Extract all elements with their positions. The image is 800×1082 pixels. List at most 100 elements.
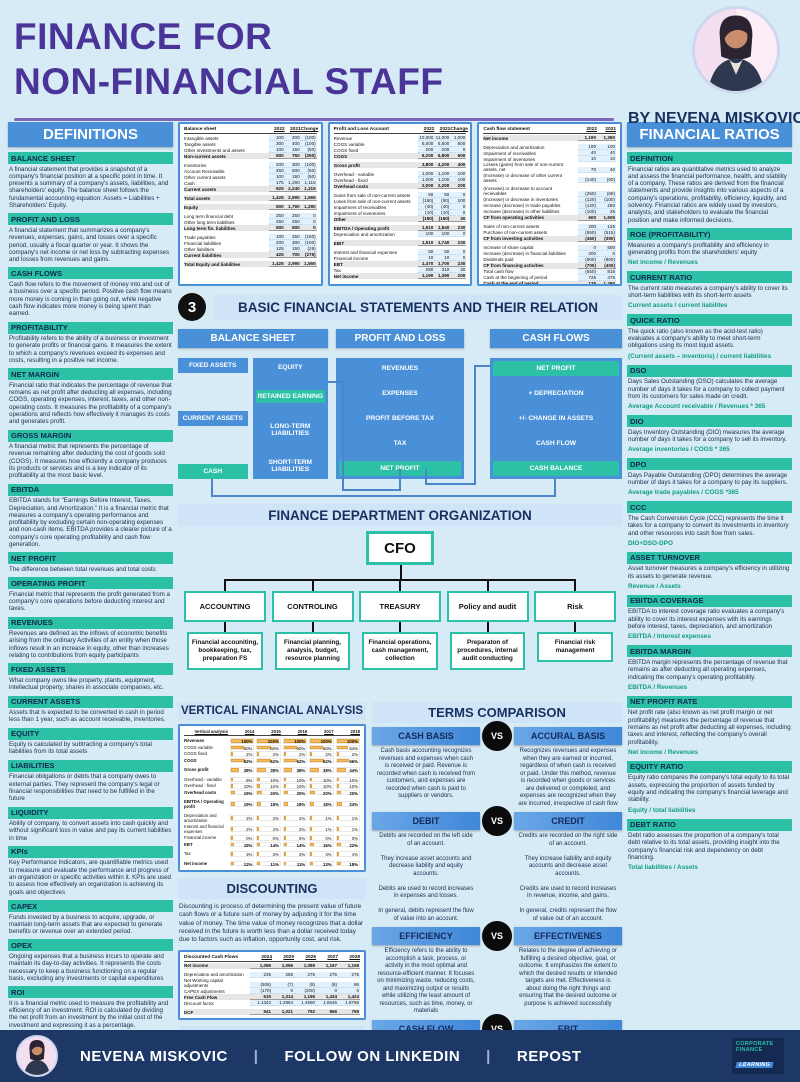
bottom-section: VERTICAL FINANCIAL ANALYSIS Vertical ana… — [178, 702, 622, 1030]
table-row: Cash 175 1,290 1,115 — [184, 180, 317, 186]
table-row: COGS variable 6,000 6,600 600 — [334, 141, 467, 147]
ratio-formula: Net income / Revenues — [628, 259, 698, 267]
va-data-bar — [231, 842, 235, 846]
cfo-box: CFO — [366, 531, 434, 565]
org-department: ACCOUNTING Financial accouniting, bookkee… — [184, 579, 266, 670]
vs-badge: VS — [482, 1013, 512, 1030]
follow-linkedin-link[interactable]: FOLLOW ON LINKEDIN — [284, 1047, 461, 1065]
ratio-text: Net profit rate (also known as net profi… — [628, 709, 791, 746]
va-data-bar — [257, 842, 261, 846]
va-cell: 100% — [282, 738, 308, 744]
connector-line — [342, 489, 400, 491]
page-title-line2: NON-FINANCIAL STAFF — [14, 61, 444, 103]
table-row: Revenue 10,000 11,000 1,000 — [334, 135, 467, 141]
org-connector — [400, 565, 402, 579]
row-value: 100 — [450, 198, 467, 204]
va-data-bar — [257, 852, 260, 856]
row-value: 1,565 — [300, 261, 317, 267]
va-cell: 100% — [230, 738, 255, 744]
va-row: Net income 12% 11% 11% 13% 18% — [184, 860, 360, 867]
row-value: 1,425 — [268, 195, 285, 201]
row-label: Current assets — [184, 186, 217, 192]
definition-text: A financial metric that represents the p… — [9, 443, 167, 480]
terms-pairs: CASH BASIS ACCURAL BASIS VS Cash basis acco… — [372, 721, 622, 1030]
definition-term: OPERATING PROFIT — [8, 577, 173, 590]
row-label: CF from investing activities — [483, 236, 544, 242]
ratio-item: DEBT RATIO Debt ratio assesses the propor… — [627, 818, 792, 875]
row-value: 275 — [294, 971, 316, 978]
row-value: 725 — [578, 274, 598, 281]
row-value: 400 — [450, 162, 467, 168]
row-label: CF from financing activities — [483, 263, 544, 269]
va-value: 4% — [351, 852, 358, 857]
row-value: 1,089 — [294, 962, 316, 969]
va-cell: 1% — [335, 815, 360, 821]
definition-item: OPEX Ongoing expenses that a business inc… — [8, 939, 173, 984]
org-connector — [486, 622, 489, 632]
va-value: 60% — [243, 745, 253, 751]
connector-line — [342, 381, 344, 491]
row-value: (515) — [597, 229, 617, 236]
va-value: 20% — [270, 790, 279, 796]
table-column-header: Change — [450, 127, 468, 132]
row-value: 235 — [250, 971, 272, 978]
va-row-label: Overhead - fixed — [184, 783, 216, 789]
ratio-term: CURRENT RATIO — [627, 271, 792, 284]
table-title: Profit and Loss Account — [333, 127, 389, 132]
definition-text: EBITDA stands for "Earnings Before Inter… — [9, 497, 172, 549]
row-value: 86 — [338, 981, 360, 988]
va-value: 2% — [298, 827, 306, 833]
term-left-text: Debits are recorded on the left side of … — [378, 833, 474, 922]
definition-term: NET MARGIN — [8, 368, 173, 381]
table-row: (Increase) or decrease to account receiv… — [483, 186, 617, 197]
va-cell: 16% — [309, 841, 334, 848]
definition-term: KPIs — [8, 845, 173, 858]
va-value: 0% — [246, 836, 253, 841]
definitions-panel: DEFINITIONS BALANCE SHEET A financial sta… — [8, 122, 173, 1030]
footer-portrait-icon — [18, 1037, 56, 1075]
va-cell: 38% — [309, 767, 334, 773]
row-value: 1.8768 — [338, 999, 360, 1006]
row-value: 750 — [284, 153, 301, 159]
ratio-item: DEFINITION Financial ratios are quantitat… — [627, 152, 792, 226]
va-value: 19% — [243, 802, 253, 808]
row-value: 280 — [418, 267, 435, 273]
ratio-formula: DIO+DSO-DPO — [628, 539, 673, 547]
main-content: DEFINITIONS BALANCE SHEET A financial sta… — [0, 122, 800, 1030]
va-cell: 19% — [230, 789, 255, 796]
definition-text: Financial ratio that indicates the perce… — [9, 381, 172, 426]
va-cell: 62% — [256, 757, 281, 764]
balance-sheet-assets-column: FIXED ASSETS CURRENT ASSETS CASH — [178, 358, 248, 479]
row-value: 3,800 — [418, 162, 435, 168]
table-row: Interest and financial expenses 50 50 0 — [334, 249, 467, 255]
table-row: Overhead costs 2,000 2,200 200 — [333, 183, 467, 189]
row-value: (170) — [250, 987, 272, 994]
table-row: Other current assets 100 150 (50) — [184, 174, 317, 180]
va-row: Overhead costs 19% 20% 20% 20% 20% — [184, 789, 360, 796]
row-label: EBT — [333, 261, 343, 267]
va-cell: 10% — [335, 776, 360, 783]
ratio-text: Days Inventory Outstanding (DIO) measure… — [628, 428, 787, 443]
table-row: Other (190) (160) 30 — [333, 216, 467, 222]
repost-link[interactable]: REPOST — [516, 1047, 582, 1065]
discounting-text: Discounting is process of determining th… — [179, 903, 364, 944]
va-cell: 10% — [256, 776, 281, 783]
department-box: TREASURY — [359, 591, 441, 622]
header-divider — [14, 117, 614, 121]
va-cell: 2% — [230, 815, 255, 821]
va-cell: 100% — [309, 738, 334, 744]
row-label: Other investments and assets — [184, 147, 245, 153]
va-data-bar — [310, 842, 314, 846]
row-value: 100 — [268, 147, 285, 153]
row-value: 0 — [300, 219, 317, 225]
va-cell: 0% — [309, 835, 334, 841]
va-cell: 10% — [282, 776, 308, 783]
va-cell: 2% — [230, 751, 255, 757]
ratio-term: DEFINITION — [627, 152, 792, 164]
definition-item: PROFIT AND LOSS A financial statement tha… — [8, 213, 173, 265]
row-label: Overhead - variable — [333, 171, 375, 177]
va-cell: 10% — [230, 783, 255, 789]
row-value: 200 — [578, 250, 598, 257]
row-value: 1,605 — [597, 214, 617, 221]
va-data-bar — [336, 852, 339, 856]
